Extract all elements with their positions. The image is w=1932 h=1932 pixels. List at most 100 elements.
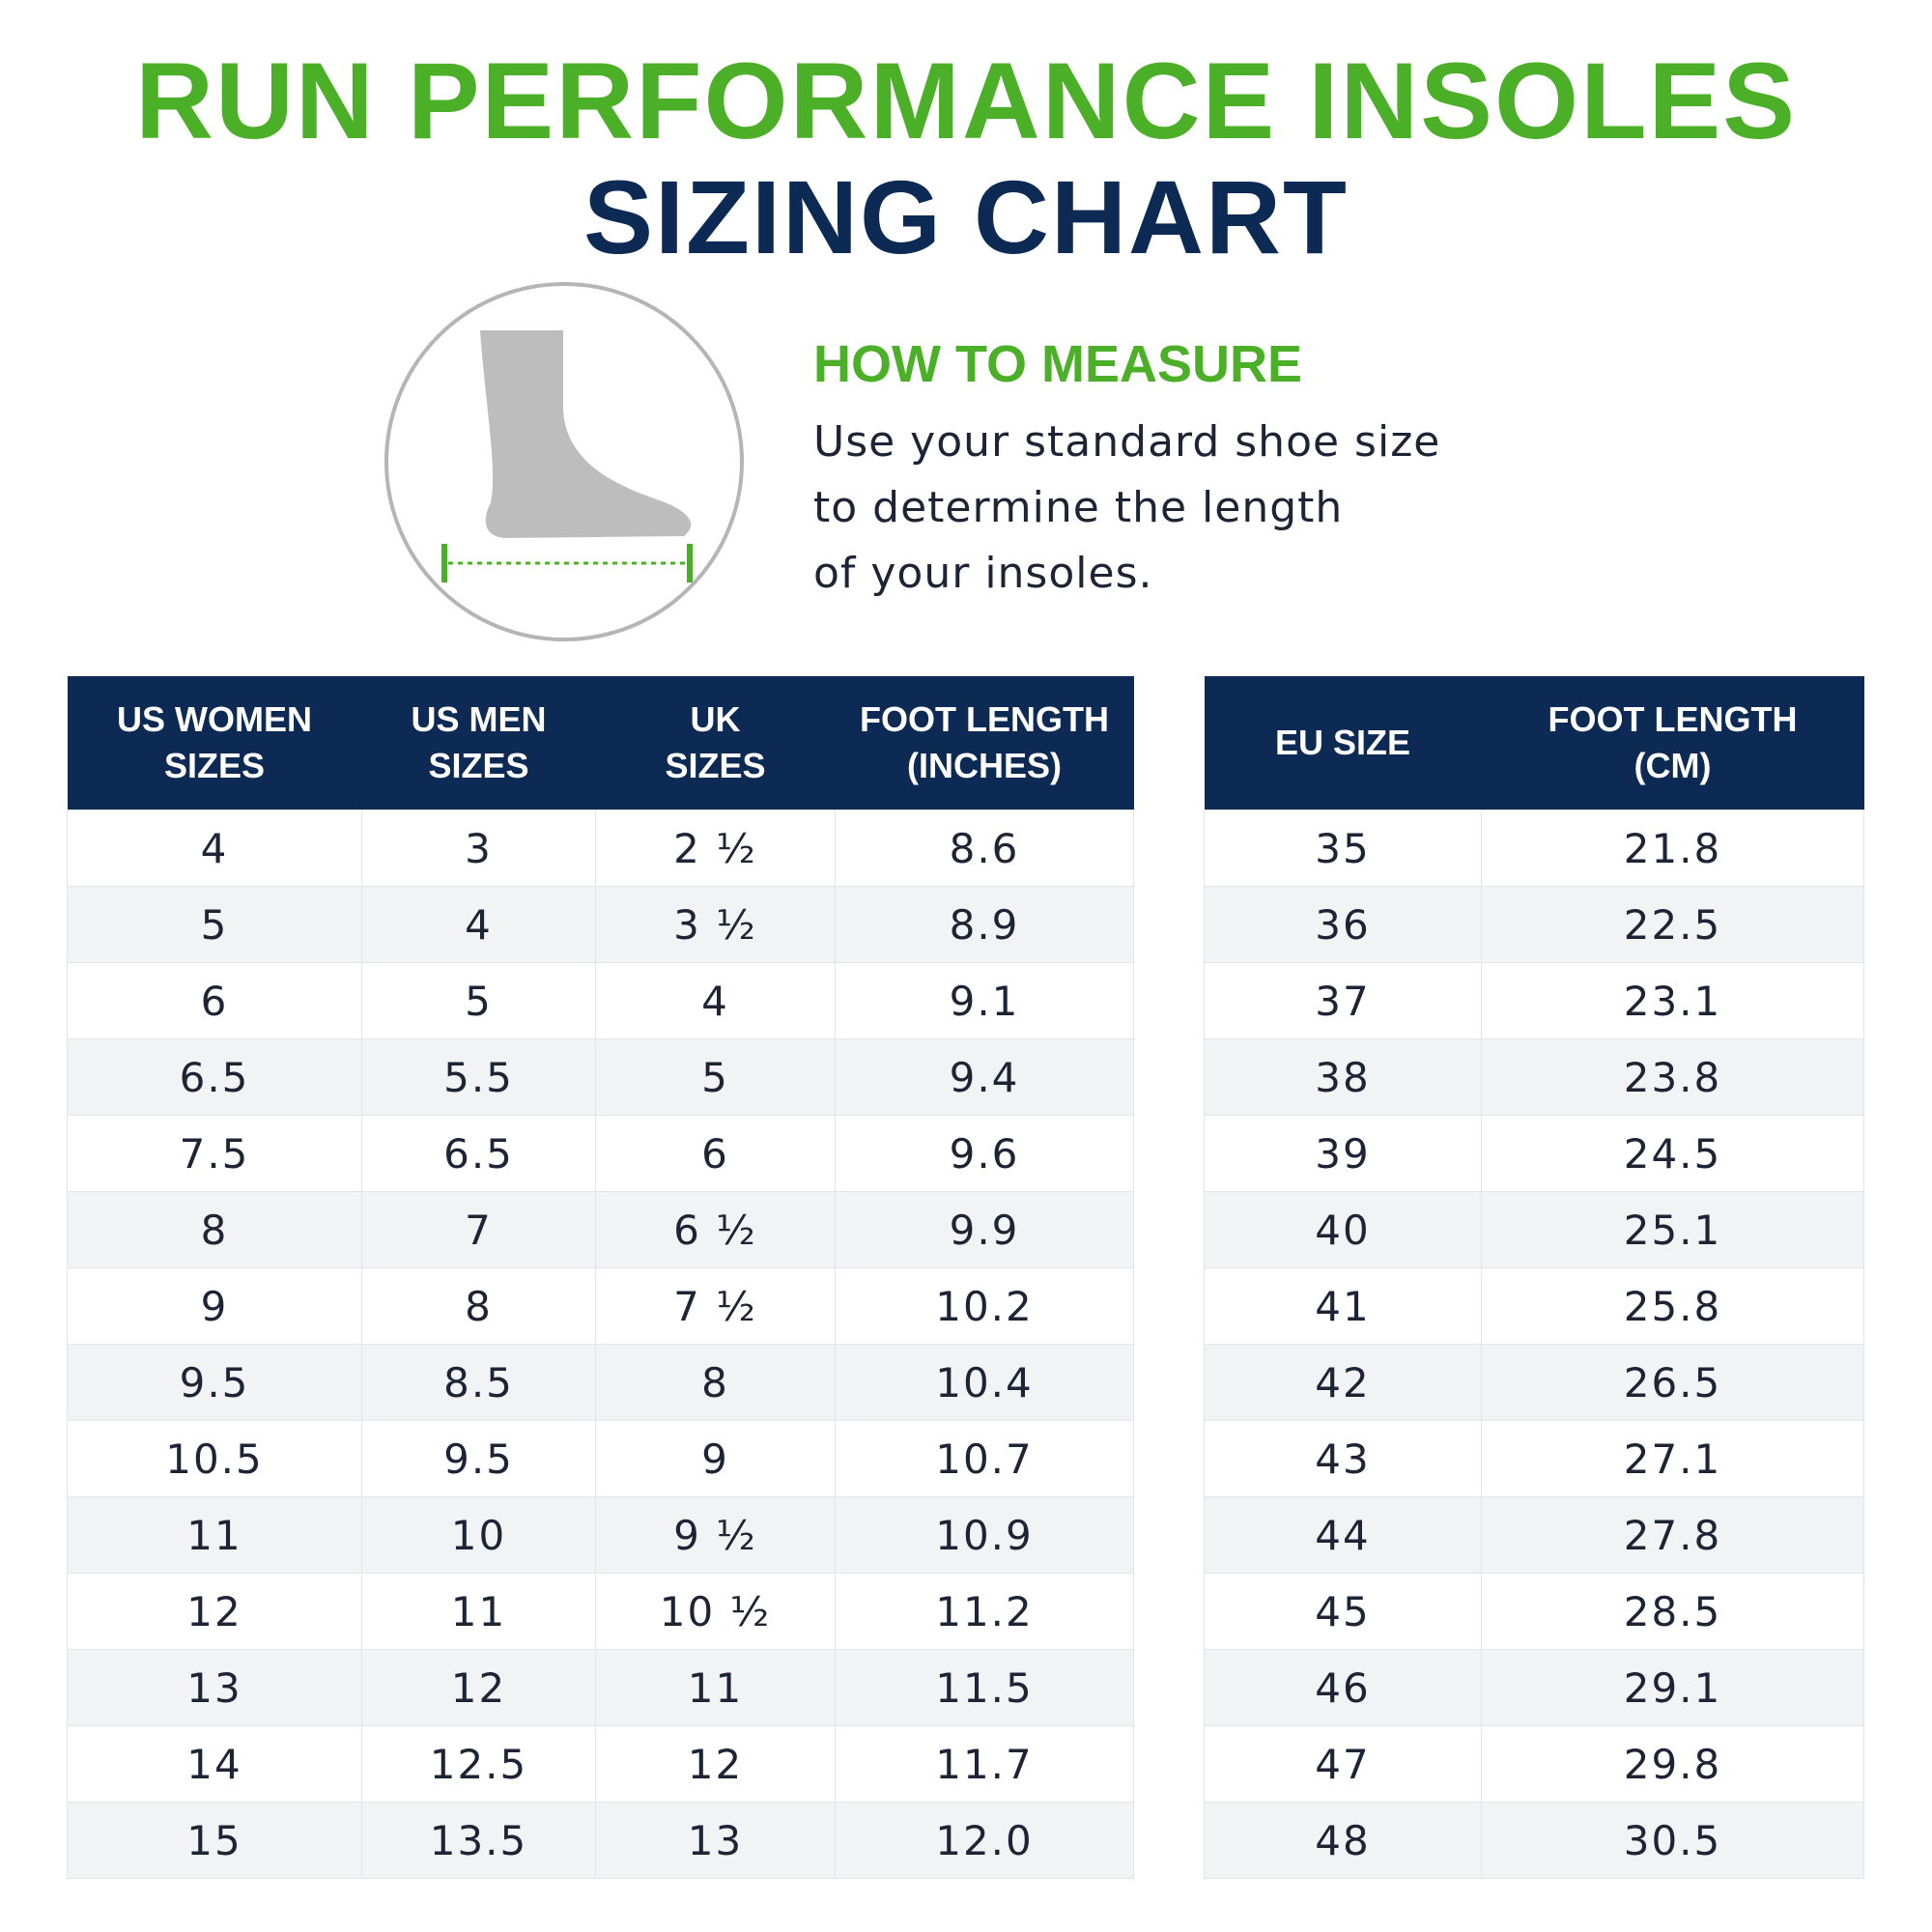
cell: 4 (361, 886, 596, 963)
row: 43 27.1 (1204, 1420, 1864, 1497)
row: 15 13.5 13 12.0 (67, 1802, 1134, 1879)
row: 35 21.8 (1204, 810, 1864, 887)
cell: 4 (595, 962, 836, 1039)
cell: 12 (67, 1573, 362, 1650)
cell: 4 (67, 810, 362, 887)
cell: 15 (67, 1802, 362, 1879)
cell: 9.9 (835, 1191, 1134, 1268)
cell: 47 (1204, 1725, 1482, 1803)
cell: 48 (1204, 1802, 1482, 1879)
cell: 6 ½ (595, 1191, 836, 1268)
cell: 22.5 (1481, 886, 1864, 963)
cell: 7 (361, 1191, 596, 1268)
row: 45 28.5 (1204, 1573, 1864, 1650)
row: 38 23.8 (1204, 1038, 1864, 1116)
cell: 9.1 (835, 962, 1134, 1039)
row: 11 10 9 ½ 10.9 (67, 1496, 1134, 1574)
cell: 42 (1204, 1344, 1482, 1421)
cell: 44 (1204, 1496, 1482, 1574)
cell: 9.5 (67, 1344, 362, 1421)
measure-heading: HOW TO MEASURE (813, 335, 1303, 393)
cell: 8 (595, 1344, 836, 1421)
cell: 9.6 (835, 1115, 1134, 1192)
row: 6.5 5.5 5 9.4 (67, 1038, 1134, 1116)
cell: 6 (67, 962, 362, 1039)
column-header: UK SIZES (595, 676, 836, 810)
cell: 10.5 (67, 1420, 362, 1497)
column-header: US WOMEN SIZES (67, 676, 362, 810)
cell: 11.2 (835, 1573, 1134, 1650)
cell: 10.4 (835, 1344, 1134, 1421)
title: RUN PERFORMANCE INSOLES (135, 41, 1797, 161)
cell: 7.5 (67, 1115, 362, 1192)
cell: 10 (361, 1496, 596, 1574)
header-row: EU SIZE FOOT LENGTH (CM) (1204, 676, 1864, 810)
row: 40 25.1 (1204, 1191, 1864, 1268)
cell: 26.5 (1481, 1344, 1864, 1421)
cell: 2 ½ (595, 810, 836, 887)
cell: 9 (595, 1420, 836, 1497)
measure-text: to determine the length (813, 483, 1344, 532)
cell: 12.0 (835, 1802, 1134, 1879)
cell: 5 (361, 962, 596, 1039)
cell: 7 ½ (595, 1267, 836, 1345)
column-header: EU SIZE (1204, 676, 1482, 810)
row: 42 26.5 (1204, 1344, 1864, 1421)
cell: 10.2 (835, 1267, 1134, 1345)
cell: 41 (1204, 1267, 1482, 1345)
row: 47 29.8 (1204, 1725, 1864, 1803)
row: 37 23.1 (1204, 962, 1864, 1039)
row: 36 22.5 (1204, 886, 1864, 963)
cell: 9 ½ (595, 1496, 836, 1574)
row: 44 27.8 (1204, 1496, 1864, 1574)
column-header: FOOT LENGTH (CM) (1481, 676, 1864, 810)
cell: 8 (361, 1267, 596, 1345)
row: 9.5 8.5 8 10.4 (67, 1344, 1134, 1421)
row: 13 12 11 11.5 (67, 1649, 1134, 1726)
cell: 28.5 (1481, 1573, 1864, 1650)
cell: 36 (1204, 886, 1482, 963)
cell: 40 (1204, 1191, 1482, 1268)
cell: 10.9 (835, 1496, 1134, 1574)
cell: 13 (595, 1802, 836, 1879)
cell: 45 (1204, 1573, 1482, 1650)
cell: 11 (595, 1649, 836, 1726)
cell: 14 (67, 1725, 362, 1803)
cell: 8 (67, 1191, 362, 1268)
cell: 12.5 (361, 1725, 596, 1803)
cell: 6.5 (67, 1038, 362, 1116)
cell: 8.6 (835, 810, 1134, 887)
cell: 12 (361, 1649, 596, 1726)
cell: 11 (67, 1496, 362, 1574)
cell: 21.8 (1481, 810, 1864, 887)
row: 6 5 4 9.1 (67, 962, 1134, 1039)
cell: 9.5 (361, 1420, 596, 1497)
cell: 6 (595, 1115, 836, 1192)
cell: 13.5 (361, 1802, 596, 1879)
cell: 9 (67, 1267, 362, 1345)
cell: 23.8 (1481, 1038, 1864, 1116)
row: 7.5 6.5 6 9.6 (67, 1115, 1134, 1192)
header-row: US WOMEN SIZES US MEN SIZES UK SIZES FOOT L… (67, 676, 1134, 810)
size-table: US WOMEN SIZES US MEN SIZES UK SIZES FOOT L… (67, 676, 1134, 1879)
cell: 5 (595, 1038, 836, 1116)
cell: 38 (1204, 1038, 1482, 1116)
cell: 8.9 (835, 886, 1134, 963)
cell: 10 ½ (595, 1573, 836, 1650)
cell: 27.1 (1481, 1420, 1864, 1497)
eu-table: EU SIZE FOOT LENGTH (CM) 35 21.8 36 22.5 37 23.… (1204, 676, 1864, 1879)
cell: 10.7 (835, 1420, 1134, 1497)
cell: 39 (1204, 1115, 1482, 1192)
cell: 12 (595, 1725, 836, 1803)
cell: 11.7 (835, 1725, 1134, 1803)
cell: 37 (1204, 962, 1482, 1039)
cell: 27.8 (1481, 1496, 1864, 1574)
row: 12 11 10 ½ 11.2 (67, 1573, 1134, 1650)
row: 48 30.5 (1204, 1802, 1864, 1879)
measure-text: of your insoles. (813, 549, 1153, 598)
cell: 13 (67, 1649, 362, 1726)
